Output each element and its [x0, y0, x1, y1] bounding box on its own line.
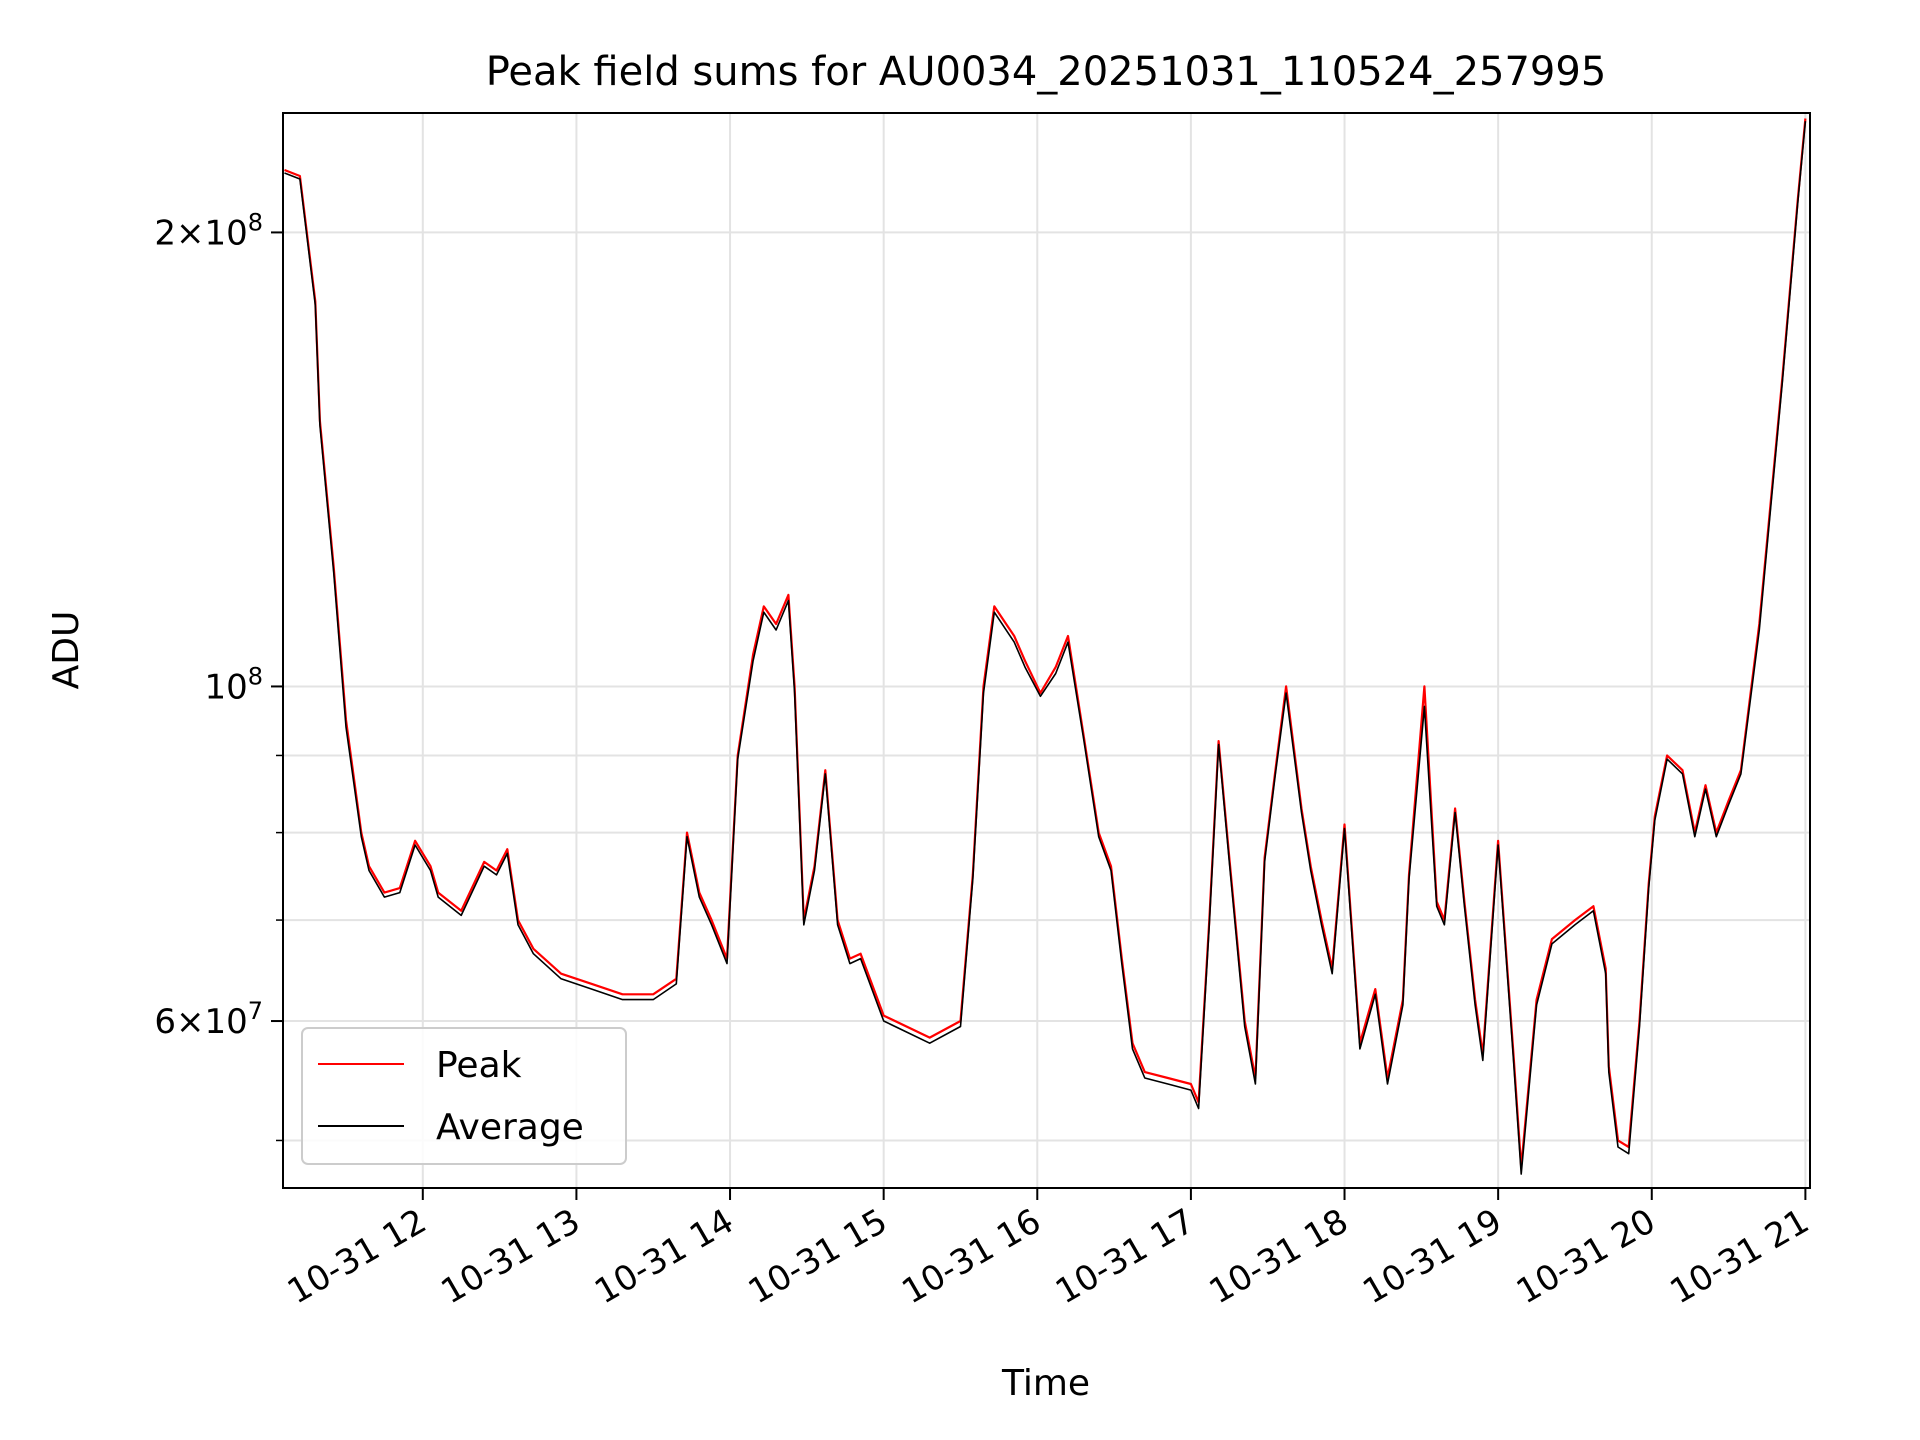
chart-title: Peak field sums for AU0034_20251031_1105… — [486, 49, 1607, 95]
y-tick-label-exponent: 8 — [248, 208, 263, 236]
legend-box — [301, 1027, 627, 1165]
legend-peak-label: Peak — [436, 1045, 522, 1086]
y-axis-label: ADU — [46, 611, 87, 690]
y-tick-label-base: 2×10 — [154, 213, 247, 253]
y-tick-label-exponent: 8 — [248, 662, 263, 690]
y-tick-label: 2×108 — [154, 208, 263, 253]
y-tick-label-exponent: 7 — [248, 997, 263, 1025]
plot-frame — [282, 112, 1811, 1189]
series-lines — [284, 118, 1807, 1175]
y-tick-label-base: 10 — [204, 667, 247, 707]
legend: Peak Average — [301, 1027, 627, 1165]
y-tick-label: 108 — [204, 662, 263, 707]
y-tick-label: 6×107 — [154, 997, 263, 1042]
x-axis-label: Time — [1001, 1363, 1090, 1404]
series-average-line — [284, 121, 1807, 1175]
y-tick-label-base: 6×10 — [154, 1002, 247, 1042]
legend-average-label: Average — [436, 1107, 584, 1148]
